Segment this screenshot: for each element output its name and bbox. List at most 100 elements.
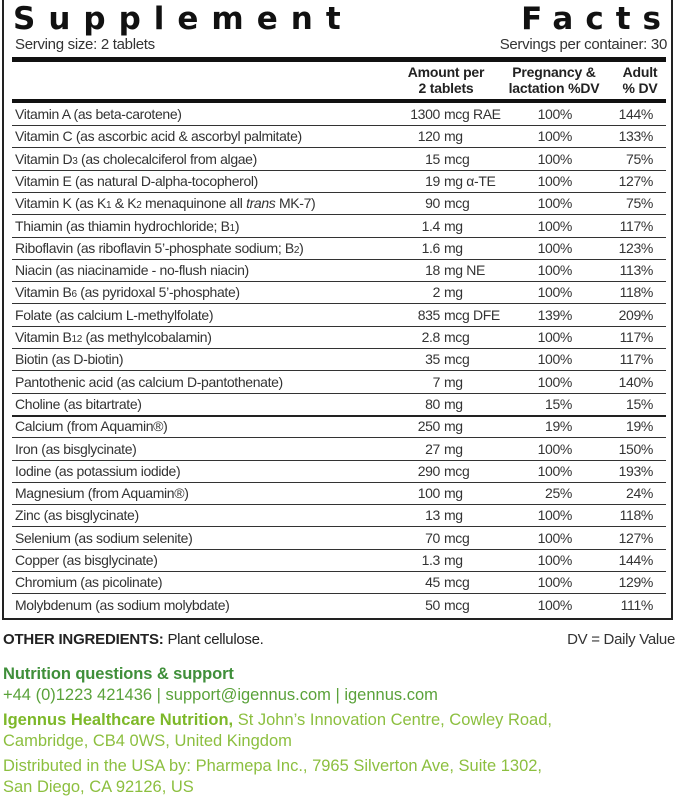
nutrient-name-text: Magnesium (from Aquamin®): [15, 485, 189, 502]
adult-dv: 129%: [618, 574, 654, 591]
nutrient-name-text: Choline (as bitartrate): [15, 395, 142, 412]
nutrient-name-part: 1: [105, 200, 112, 212]
nutrient-name-part: Vitamin B: [15, 329, 72, 345]
support-heading: Nutrition questions & support: [3, 665, 234, 683]
pregnancy-dv: 100%: [537, 507, 573, 524]
table-row: Choline (as bitartrate) 80 mg 15% 15%: [12, 393, 666, 417]
amount-value: 1.6: [421, 239, 441, 256]
pregnancy-dv: 100%: [537, 329, 573, 345]
divider-thick: [12, 99, 666, 103]
table-row: Copper (as bisglycinate) 1.3 mg 100% 144%: [12, 549, 666, 572]
nutrient-name-part: (as pyridoxal 5’-phosphate): [76, 284, 240, 301]
nutrient-name-part: 3: [72, 155, 78, 167]
adult-dv: 118%: [619, 507, 654, 524]
nutrient-name-text: Vitamin C (as ascorbic acid & ascorbyl p…: [15, 128, 302, 145]
header-amount: Amount per 2 tablets: [396, 64, 496, 96]
table-row: Iodine (as potassium iodide) 290 mcg 100% 19…: [12, 460, 666, 483]
nutrient-name: Folate (as calcium L-methylfolate): [15, 304, 214, 326]
amount-value: 19: [425, 172, 440, 189]
nutrient-name-part: ): [234, 217, 240, 234]
amount-value: 35: [425, 351, 440, 368]
table-row: Zinc (as bisglycinate) 13 mg 100% 118%: [12, 504, 666, 528]
pregnancy-dv: 100%: [537, 150, 573, 167]
amount-value: 1.4: [421, 217, 441, 234]
pregnancy-dv: 100%: [537, 596, 573, 613]
amount-unit: mcg: [444, 574, 470, 591]
pregnancy-dv: 100%: [537, 106, 573, 122]
pregnancy-dv: 100%: [537, 462, 573, 479]
adult-dv: 75%: [626, 195, 653, 212]
table-row: Pantothenic acid (as calcium D-pantothen…: [12, 371, 666, 394]
nutrient-name-text: Niacin (as niacinamide - no-flush niacin…: [15, 262, 249, 279]
table-row: Vitamin C (as ascorbic acid & ascorbyl p…: [12, 125, 666, 149]
nutrient-name-part: Vitamin B: [15, 284, 72, 301]
pregnancy-dv: 100%: [537, 440, 573, 457]
amount-value: 2: [432, 284, 441, 301]
amount-unit: mg NE: [444, 262, 486, 279]
adult-dv: 150%: [618, 440, 654, 457]
adult-dv: 19%: [626, 418, 653, 435]
nutrient-name: Choline (as bitartrate): [15, 393, 142, 415]
adult-dv: 144%: [618, 106, 654, 122]
amount-unit: mg: [444, 373, 463, 390]
nutrient-name: Thiamin (as thiamin hydrochloride; B1): [15, 215, 240, 240]
nutrient-name-part: 1: [229, 222, 236, 234]
adult-dv: 117%: [619, 329, 654, 345]
nutrient-name-part: MK-7): [275, 195, 316, 212]
other-ingredients-label: OTHER INGREDIENTS:: [3, 631, 164, 648]
nutrient-name-text: Chromium (as picolinate): [15, 574, 163, 591]
header-preg-line2: lactation %DV: [508, 80, 600, 96]
nutrient-name-text: Pantothenic acid (as calcium D-pantothen…: [15, 373, 283, 390]
nutrient-name-part: & K: [111, 195, 137, 212]
amount-value: 13: [425, 507, 440, 524]
nutrient-name-part: (as methylcobalamin): [81, 329, 212, 345]
nutrient-name-part: 12: [71, 334, 83, 345]
nutrient-name-part: (as cholecalciferol from algae): [77, 150, 257, 167]
amount-unit: mg: [444, 418, 463, 435]
nutrient-name-part: Vitamin K (as K: [15, 195, 106, 212]
nutrient-name: Vitamin E (as natural D-alpha-tocopherol…: [15, 170, 258, 192]
adult-dv: 117%: [619, 351, 654, 368]
distributor-line2: San Diego, CA 92126, US: [3, 778, 194, 796]
nutrient-name: Vitamin B6 (as pyridoxal 5’-phosphate): [15, 281, 240, 306]
dv-note: DV = Daily Value: [567, 631, 675, 648]
nutrient-name-text: Zinc (as bisglycinate): [15, 507, 139, 524]
nutrient-name-part: trans: [246, 195, 276, 212]
supplement-facts-panel: [2, 0, 673, 620]
amount-unit: mg α-TE: [444, 172, 496, 189]
nutrient-name-part: Riboflavin (as riboflavin 5’-phosphate s…: [15, 239, 294, 256]
amount-unit: mg: [444, 284, 463, 301]
nutrient-name: Riboflavin (as riboflavin 5’-phosphate s…: [15, 237, 304, 262]
header-adult-line2: % DV: [622, 80, 658, 96]
nutrient-name: Iron (as bisglycinate): [15, 438, 137, 460]
amount-value: 290: [417, 462, 441, 479]
adult-dv: 127%: [618, 172, 654, 189]
company-address-line1: Igennus Healthcare Nutrition, St John’s …: [3, 710, 552, 731]
table-row: Vitamin E (as natural D-alpha-tocopherol…: [12, 170, 666, 193]
pregnancy-dv: 100%: [537, 262, 573, 279]
table-row: Magnesium (from Aquamin®) 100 mg 25% 24%: [12, 482, 666, 506]
adult-dv: 209%: [618, 306, 654, 323]
nutrient-name: Vitamin C (as ascorbic acid & ascorbyl p…: [15, 125, 302, 147]
divider-thick: [12, 57, 666, 62]
amount-unit: mg: [444, 217, 463, 234]
amount-value: 1300: [410, 106, 440, 122]
nutrient-name: Niacin (as niacinamide - no-flush niacin…: [15, 259, 249, 281]
amount-unit: mcg: [444, 351, 470, 368]
table-row: Riboflavin (as riboflavin 5’-phosphate s…: [12, 237, 666, 260]
pregnancy-dv: 139%: [537, 306, 573, 323]
amount-unit: mg: [444, 395, 463, 412]
table-row: Chromium (as picolinate) 45 mcg 100% 129%: [12, 571, 666, 595]
nutrient-name: Biotin (as D-biotin): [15, 348, 124, 370]
nutrient-name: Calcium (from Aquamin®): [15, 415, 168, 437]
pregnancy-dv: 100%: [537, 128, 573, 145]
amount-unit: mcg: [444, 529, 470, 546]
amount-value: 100: [417, 485, 441, 502]
nutrient-name: Magnesium (from Aquamin®): [15, 482, 189, 504]
adult-dv: 75%: [626, 150, 653, 167]
support-contact[interactable]: +44 (0)1223 421436 | support@igennus.com…: [3, 686, 438, 704]
adult-dv: 127%: [618, 529, 654, 546]
pregnancy-dv: 100%: [537, 195, 573, 212]
pregnancy-dv: 100%: [537, 552, 573, 568]
amount-value: 15: [425, 150, 440, 167]
